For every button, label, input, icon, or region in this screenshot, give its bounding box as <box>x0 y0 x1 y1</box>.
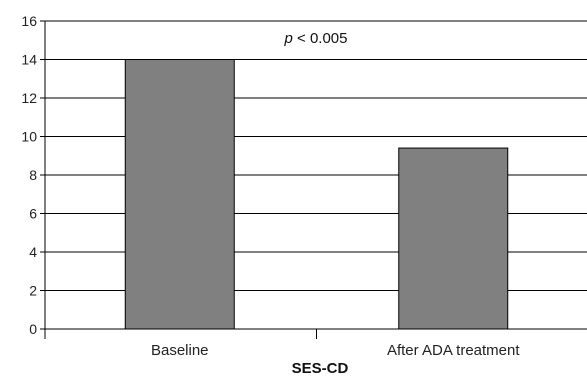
bar-baseline <box>124 59 235 330</box>
y-tick-label: 12 <box>21 90 37 106</box>
y-tick-label: 10 <box>21 129 37 145</box>
bar-after-ada-treatment <box>398 147 509 330</box>
y-tick-label: 16 <box>21 13 37 29</box>
y-tick-label: 4 <box>29 244 37 260</box>
y-tick-label: 14 <box>21 52 37 68</box>
labels: 0 2 4 6 8 10 12 14 16 Baseline After ADA treatment <box>21 13 520 359</box>
bars <box>124 59 509 330</box>
y-tick-label: 6 <box>29 206 37 222</box>
p-symbol: p <box>284 30 293 47</box>
p-value-text: < 0.005 <box>293 30 348 47</box>
y-tick-label: 0 <box>29 321 37 337</box>
p-value-annotation: p < 0.005 <box>284 30 348 47</box>
x-axis-title: SES-CD <box>292 360 349 377</box>
x-category-label: Baseline <box>151 342 209 359</box>
y-tick-label: 8 <box>29 167 37 183</box>
y-tick-label: 2 <box>29 283 37 299</box>
x-category-label: After ADA treatment <box>387 342 520 359</box>
